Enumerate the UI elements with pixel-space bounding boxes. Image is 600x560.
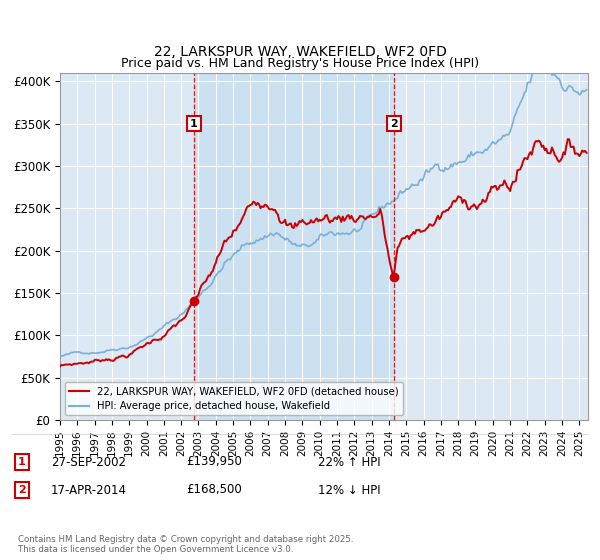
Text: 17-APR-2014: 17-APR-2014 bbox=[51, 483, 127, 497]
Text: 12% ↓ HPI: 12% ↓ HPI bbox=[318, 483, 380, 497]
Text: 2: 2 bbox=[390, 119, 398, 129]
Text: £139,950: £139,950 bbox=[186, 455, 242, 469]
Text: 1: 1 bbox=[18, 457, 26, 467]
Bar bbox=[194, 73, 394, 420]
Text: 1: 1 bbox=[190, 119, 198, 129]
Text: £168,500: £168,500 bbox=[186, 483, 242, 497]
Text: Price paid vs. HM Land Registry's House Price Index (HPI): Price paid vs. HM Land Registry's House … bbox=[121, 57, 479, 70]
Text: 2: 2 bbox=[18, 485, 26, 495]
Text: 22, LARKSPUR WAY, WAKEFIELD, WF2 0FD: 22, LARKSPUR WAY, WAKEFIELD, WF2 0FD bbox=[154, 45, 446, 59]
Text: Contains HM Land Registry data © Crown copyright and database right 2025.
This d: Contains HM Land Registry data © Crown c… bbox=[18, 535, 353, 554]
Legend: 22, LARKSPUR WAY, WAKEFIELD, WF2 0FD (detached house), HPI: Average price, detac: 22, LARKSPUR WAY, WAKEFIELD, WF2 0FD (de… bbox=[65, 382, 403, 415]
Text: 27-SEP-2002: 27-SEP-2002 bbox=[51, 455, 126, 469]
Text: 22% ↑ HPI: 22% ↑ HPI bbox=[318, 455, 380, 469]
